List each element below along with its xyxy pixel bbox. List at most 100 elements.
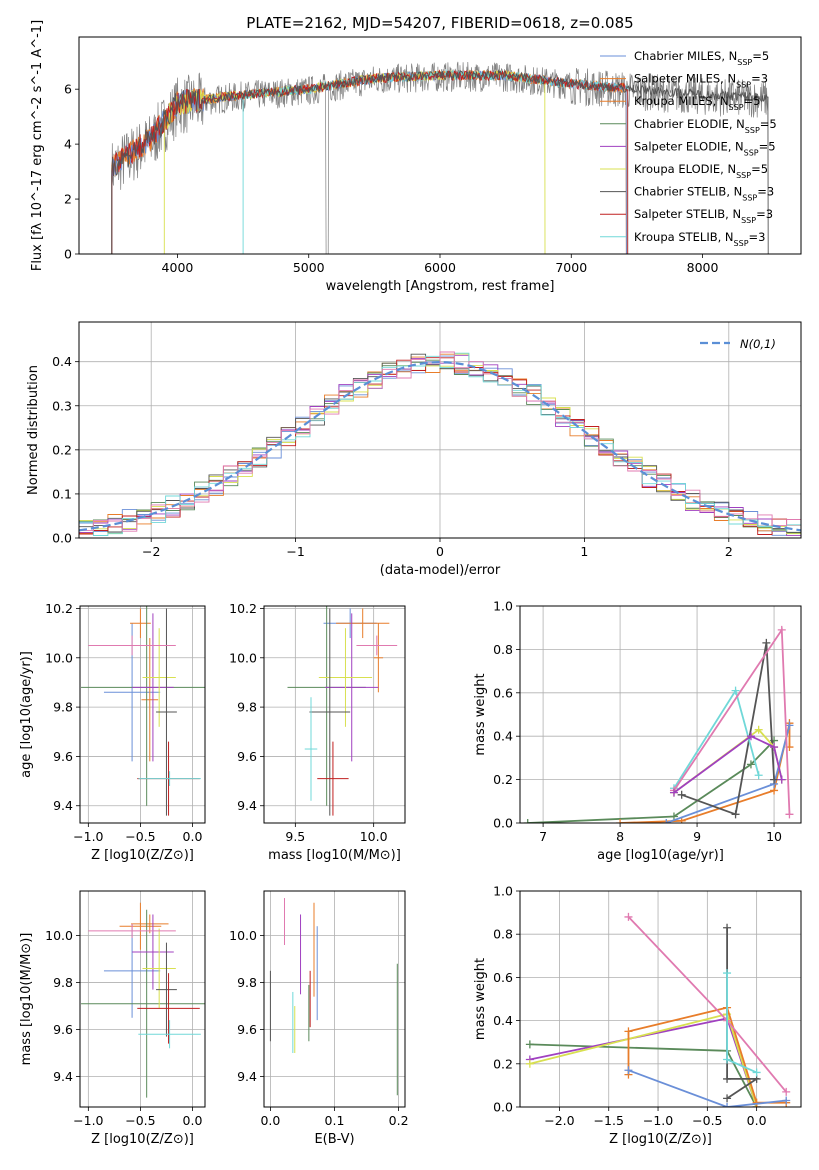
x-tick-label: 0.0	[183, 829, 203, 844]
legend-entry: Salpeter ELODIE, NSSP=5	[634, 139, 776, 157]
weight-series-line	[681, 642, 775, 816]
y-tick-label: 0.8	[493, 927, 513, 942]
weight-marker	[624, 1027, 633, 1036]
weight-marker	[662, 819, 671, 823]
y-tick-label: 9.6	[237, 749, 257, 764]
x-tick-label: 5000	[293, 260, 325, 275]
y-tick-label: 1.0	[493, 599, 513, 614]
y-tick-label: 10.2	[229, 601, 257, 616]
weight-marker	[777, 775, 786, 784]
weight-marker	[669, 812, 678, 821]
weight-marker	[770, 743, 779, 752]
y-tick-label: 0.8	[493, 642, 513, 657]
x-axis-label: wavelength [Angstrom, rest frame]	[326, 279, 555, 294]
errorbar-point	[304, 697, 318, 801]
x-tick-label: −1.0	[73, 829, 103, 844]
weight-series-line	[673, 735, 783, 794]
x-tick-label: 7	[539, 829, 547, 844]
y-tick-label: 6	[64, 82, 72, 97]
axes-frame	[79, 890, 206, 1108]
figure-title: PLATE=2162, MJD=54207, FIBERID=0618, z=0…	[246, 14, 633, 32]
y-tick-label: 0.0	[493, 1100, 513, 1115]
y-tick-label: 2	[64, 192, 72, 207]
weight-marker	[624, 1066, 633, 1075]
x-axis-label: Z [log10(Z/Z⊙)]	[91, 848, 194, 863]
y-axis-label: mass weight	[473, 958, 488, 1040]
legend-entry: Salpeter STELIB, NSSP=3	[634, 207, 773, 225]
plot-area	[81, 606, 205, 816]
plot-area	[81, 902, 205, 1098]
weight-marker	[785, 810, 794, 819]
axes-frame	[263, 890, 406, 1108]
y-tick-label: 0.2	[493, 772, 513, 787]
y-axis-label: age [log10(age/yr)]	[19, 651, 34, 778]
errorbar-point	[88, 635, 176, 656]
y-tick-label: 10.0	[45, 650, 73, 665]
errorbar-point	[138, 1020, 201, 1049]
errorbar-point	[88, 923, 176, 938]
y-tick-label: 9.4	[53, 798, 73, 813]
y-tick-label: 0.0	[493, 816, 513, 831]
weight-marker	[624, 912, 633, 921]
y-tick-label: 9.8	[53, 700, 73, 715]
x-tick-label: 2	[725, 544, 733, 559]
y-tick-label: 9.8	[237, 700, 257, 715]
weight-series-line	[673, 627, 791, 815]
spectrum-model-line	[242, 69, 629, 254]
spectrum-legend: Chabrier MILES, NSSP=5 Salpeter MILES, NS…	[600, 49, 777, 247]
x-tick-label: 0	[436, 544, 444, 559]
y-tick-label: 0.6	[493, 685, 513, 700]
plot-area	[79, 351, 801, 536]
x-axis-label: Z [log10(Z/Z⊙)]	[609, 1132, 712, 1147]
weight-marker	[731, 686, 740, 695]
errorbar-point	[119, 902, 162, 950]
x-tick-label: 6000	[424, 260, 456, 275]
legend-entry: Chabrier STELIB, NSSP=3	[634, 185, 774, 203]
x-axis-label: E(B-V)	[314, 1132, 354, 1147]
panel-weight_vs_Z: −2.0 −1.5 −1.0 −0.5 0.0 0.0 0.2 0.4 0.6 0.8 1.0 Z […	[473, 884, 802, 1147]
weight-marker	[677, 790, 686, 799]
weight-marker	[723, 1094, 732, 1103]
y-tick-label: 0.0	[52, 531, 72, 546]
weight-marker	[752, 1068, 761, 1077]
weight-marker	[762, 638, 771, 647]
y-axis-label: Flux [fλ 10^-17 erg cm^-2 s^-1 A^-1]	[30, 20, 45, 271]
weight-marker	[731, 810, 740, 819]
errorbar-point	[138, 771, 201, 787]
weight-marker	[770, 775, 779, 784]
axes-frame	[263, 605, 406, 824]
errorbar-point	[317, 741, 349, 816]
x-tick-label: 0.2	[389, 1113, 409, 1128]
weight-marker	[723, 969, 732, 978]
errorbar-point	[103, 923, 161, 1018]
errorbar-point	[356, 635, 398, 656]
panel-spectrum: 4000 5000 6000 7000 8000 0 2 4 6 wavelength [Angs…	[30, 20, 802, 294]
weight-marker	[616, 819, 625, 823]
y-tick-label: 9.6	[53, 749, 73, 764]
weight-marker	[746, 760, 755, 769]
y-axis-label: Normed distribution	[26, 365, 41, 495]
x-tick-label: 0.0	[260, 1113, 280, 1128]
errorbar-point	[131, 914, 169, 934]
x-tick-label: −1.0	[643, 1113, 673, 1128]
weight-series-line	[527, 739, 775, 823]
weight-marker	[525, 1059, 534, 1068]
y-tick-label: 9.8	[237, 975, 257, 990]
x-tick-label: 8000	[687, 260, 719, 275]
x-tick-label: 7000	[555, 260, 587, 275]
axes-frame	[78, 321, 802, 539]
legend-entry: Kroupa ELODIE, NSSP=5	[634, 162, 768, 180]
errorbar-point	[81, 909, 205, 1098]
errorbar-point	[137, 973, 200, 1044]
errorbar-point	[141, 638, 159, 762]
weight-marker	[723, 1055, 732, 1064]
weight-marker	[782, 1096, 791, 1105]
y-tick-label: 0	[64, 247, 72, 262]
spectrum-model-line	[111, 69, 769, 254]
x-tick-label: −0.5	[125, 829, 155, 844]
panel-age_vs_Z: −1.0 −0.5 0.0 9.4 9.6 9.8 10.0 10.2 Z [log10(Z/Z…	[19, 601, 206, 863]
x-axis-label: (data-model)/error	[380, 563, 501, 578]
spectrum-data-line	[111, 61, 769, 254]
x-tick-label: 1	[580, 544, 588, 559]
x-tick-label: 10.0	[360, 829, 388, 844]
